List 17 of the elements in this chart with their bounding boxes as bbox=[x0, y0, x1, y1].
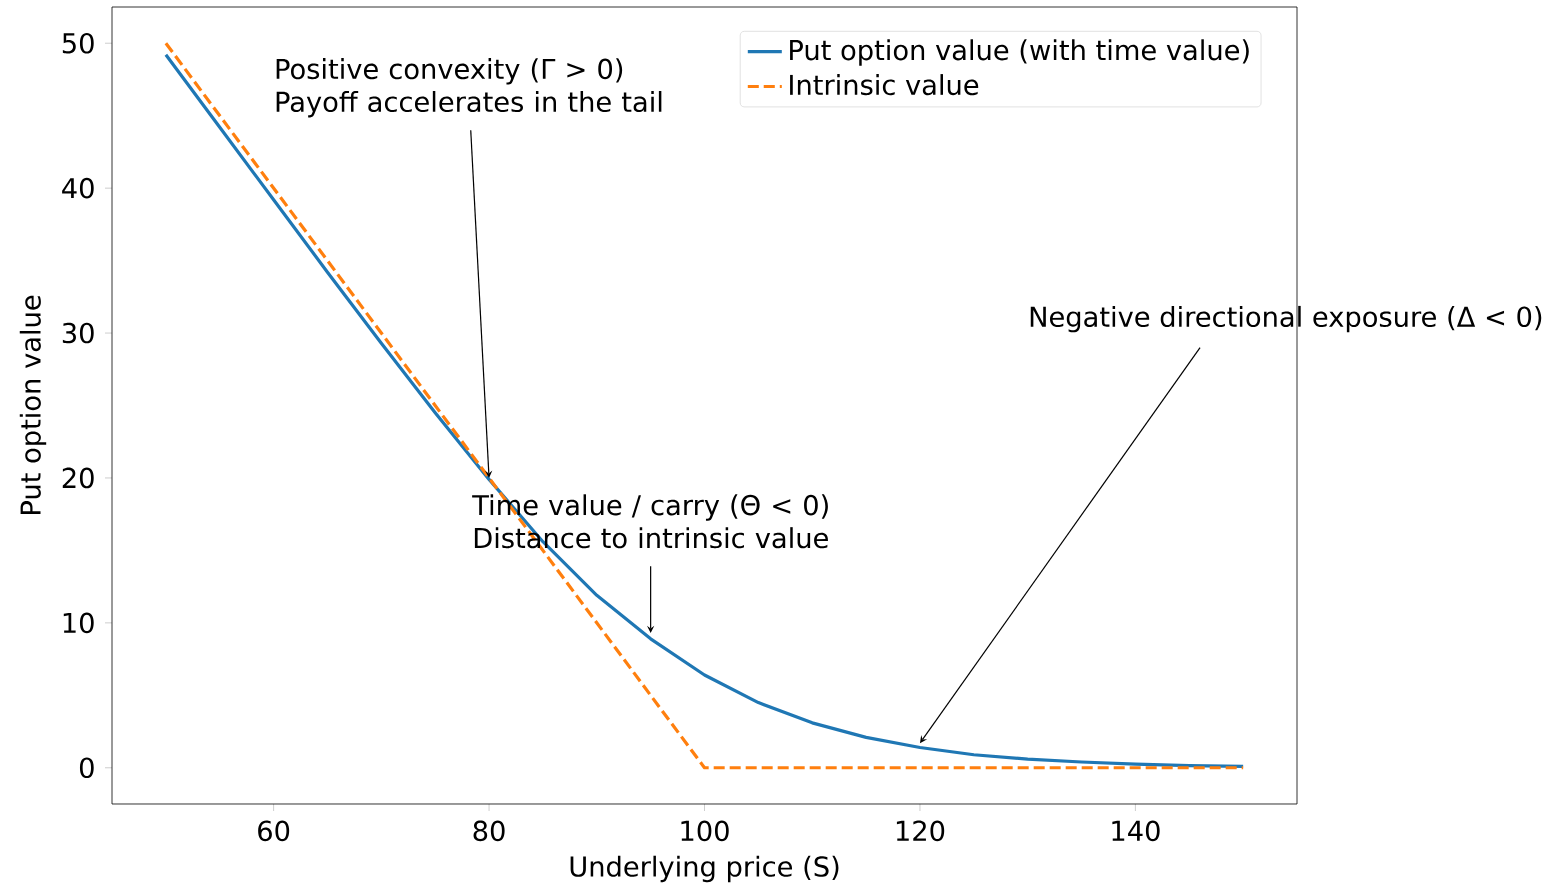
x-axis-title: Underlying price (S) bbox=[570, 855, 839, 883]
legend-label: Put option value (with time value) bbox=[790, 39, 1249, 66]
y-tick-label: 10 bbox=[63, 612, 94, 634]
annotation: Negative directional exposure (Δ < 0) bbox=[1030, 305, 1542, 333]
x-tick-label: 120 bbox=[896, 820, 945, 841]
y-tick-label: 0 bbox=[79, 757, 94, 778]
y-tick-label: 30 bbox=[62, 322, 94, 344]
y-tick-label: 50 bbox=[62, 32, 94, 54]
legend-label: Intrinsic value bbox=[790, 73, 979, 96]
annotation: Positive convexity (Γ > 0) Payoff accelerates in the tail bbox=[276, 57, 662, 118]
y-axis-title: Put option value bbox=[19, 295, 47, 514]
x-tick-label: 80 bbox=[473, 820, 505, 841]
x-tick-label: 60 bbox=[258, 820, 290, 841]
x-tick-label: 100 bbox=[681, 820, 729, 841]
y-tick-label: 20 bbox=[62, 467, 94, 489]
x-tick-label: 140 bbox=[1112, 820, 1160, 841]
y-tick-label: 40 bbox=[62, 177, 94, 199]
